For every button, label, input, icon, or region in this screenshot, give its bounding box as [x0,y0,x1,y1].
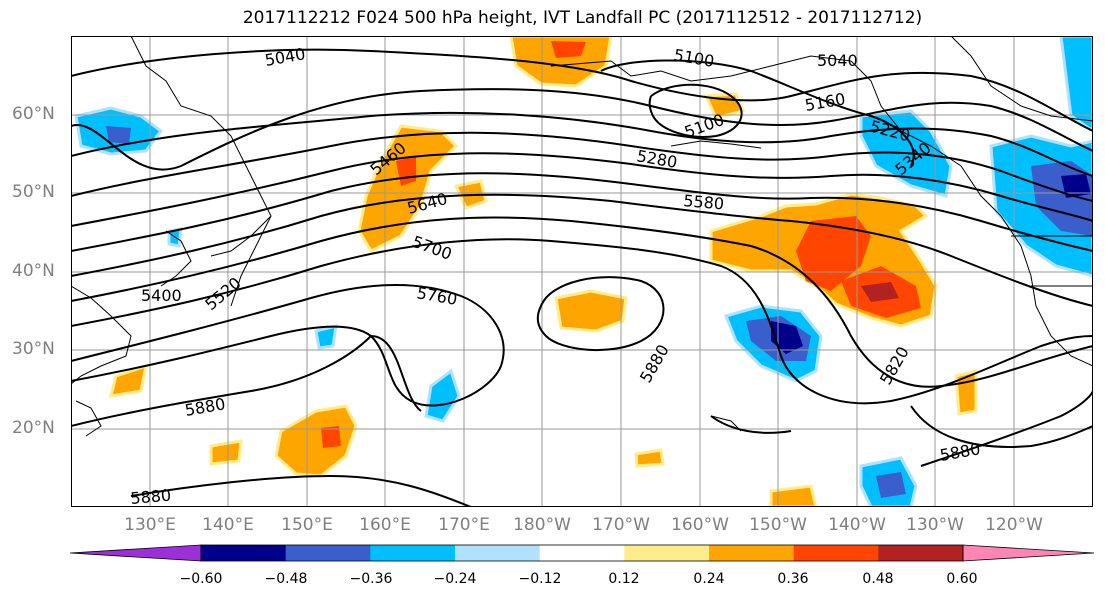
ivt-positive-region [551,41,586,58]
lon-label: 180°W [513,515,571,535]
contour-label: 5880 [636,341,673,386]
lon-label: 150°E [281,515,333,535]
lon-label: 170°W [592,515,650,535]
colorbar-extend-min [70,544,202,562]
lon-label: 140°W [828,515,886,535]
ivt-negative-region [314,323,338,350]
colorbar-segment [455,545,541,561]
ivt-positive-region [209,439,243,466]
ivt-negative-region [771,321,803,354]
colorbar-segment [878,545,964,561]
lon-label: 130°E [124,515,176,535]
contour-label: 5040 [263,44,306,70]
colorbar-tick-label: 0.36 [777,571,809,587]
colorbar-segment [709,545,795,561]
colorbar-tick-label: 0.12 [608,571,640,587]
colorbar-segment [624,545,710,561]
lon-label: 140°E [202,515,254,535]
height-contours [71,48,1093,507]
colorbar-tick-label: −0.48 [264,571,308,587]
contour-label: 5100 [672,45,715,71]
ivt-positive-region [108,363,148,398]
ivt-negative-region [424,368,461,423]
lon-label: 150°W [749,515,807,535]
lon-label: 120°W [985,515,1043,535]
colorbar-tick-label: −0.36 [349,571,393,587]
contour-label: 5760 [415,283,458,309]
map-panel: 5040 5100 5040 5160 5100 5220 5280 5340 … [71,36,1093,507]
lat-label: 50°N [12,182,55,202]
colorbar-tick-label: −0.60 [179,571,223,587]
ivt-positive-region [357,124,459,253]
contour-label: 5520 [201,273,244,314]
contour-label: 5880 [130,486,172,507]
lat-label: 20°N [12,418,55,438]
colorbar-segment [370,545,456,561]
contour-label: 5400 [141,286,182,305]
colorbar-tick-label: 0.24 [693,571,725,587]
contour-label: 5580 [683,191,725,213]
ivt-positive-region [634,448,665,468]
ivt-positive-region [554,289,628,333]
colorbar [70,544,1094,562]
ivt-positive-region [509,36,613,88]
ivt-positive-region [861,282,899,302]
lon-label: 160°W [671,515,729,535]
contour-label: 5700 [410,232,455,264]
contour-label: 5880 [938,439,981,465]
colorbar-outline [200,544,964,562]
ivt-negative-region [876,472,906,498]
contour-label: 5280 [635,146,678,172]
colorbar-segment [793,545,879,561]
colorbar-tick-label: 0.60 [946,571,978,587]
contour-label: 5880 [183,394,226,420]
ivt-negative-region [1061,174,1091,198]
colorbar-segment [201,545,287,561]
ivt-negative-region [106,126,131,144]
contour-label: 5160 [803,89,846,115]
contour-label: 5040 [817,51,858,70]
ivt-positive-region [321,426,341,448]
lat-label: 40°N [12,261,55,281]
lon-label: 170°E [438,515,490,535]
map-title: 2017112212 F024 500 hPa height, IVT Land… [242,8,923,28]
lat-label: 30°N [12,339,55,359]
colorbar-tick-label: −0.12 [518,571,562,587]
lon-label: 130°W [906,515,964,535]
lat-label: 60°N [12,104,55,124]
coastlines [71,36,1093,437]
colorbar-segment [539,545,625,561]
colorbar-extend-max [962,544,1094,562]
ivt-positive-region [274,404,358,478]
colorbar-segment [285,545,371,561]
colorbar-tick-label: −0.24 [433,571,477,587]
graticule [71,36,1093,507]
lon-label: 160°E [359,515,411,535]
colorbar-tick-label: 0.48 [862,571,894,587]
ivt-positive-region [769,484,818,507]
ivt-negative-region [1059,36,1093,133]
